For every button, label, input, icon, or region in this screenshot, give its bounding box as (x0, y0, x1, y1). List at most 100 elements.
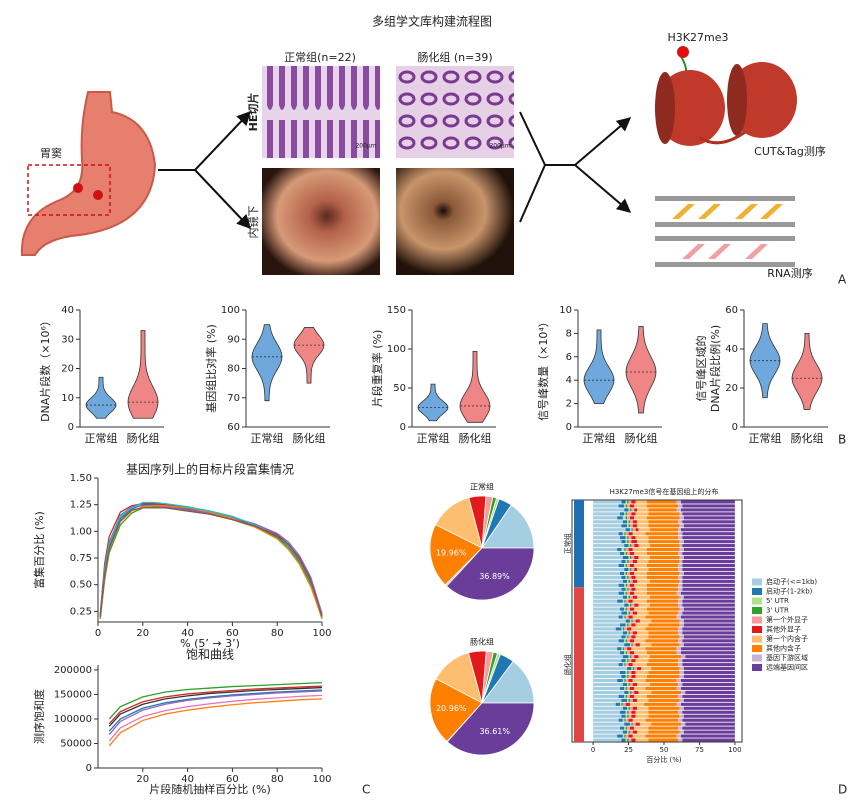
bar-segment (621, 659, 626, 663)
bar-segment (682, 532, 735, 536)
bar-segment (627, 587, 629, 591)
y-tick-label: 100 (221, 305, 240, 316)
bar-segment (621, 587, 626, 591)
y-tick-label: 50000 (60, 738, 92, 749)
bar-segment (615, 702, 621, 706)
bar-segment (618, 563, 625, 568)
bar-segment (629, 702, 645, 706)
bar-segment (593, 734, 618, 738)
bar-segment (628, 663, 633, 667)
bar-segment (679, 670, 684, 675)
bar-segment (646, 587, 679, 591)
bar-segment (631, 512, 636, 516)
bar-segment (618, 615, 623, 619)
bar-segment (625, 674, 628, 679)
y-tick-label: 8 (566, 328, 572, 339)
x-tick-label: 60 (226, 774, 239, 785)
violin (625, 325, 657, 414)
bar-segment (631, 500, 636, 504)
bar-segment (622, 678, 625, 683)
bar-segment (593, 726, 621, 730)
bar-segment (683, 730, 735, 734)
bar-segment (627, 536, 629, 540)
bar-segment (627, 706, 629, 710)
bar-segment (678, 694, 683, 698)
violin (749, 323, 781, 399)
bar-segment (593, 587, 622, 591)
bar-segment (628, 710, 632, 714)
bar-segment (618, 504, 625, 508)
bar-segment (632, 532, 646, 536)
bar-segment (678, 663, 683, 667)
violin (583, 329, 615, 404)
bar-segment (629, 591, 635, 595)
bar-segment (676, 734, 682, 738)
bar-segment (627, 540, 629, 544)
bar-segment (628, 559, 633, 564)
bar-segment (627, 647, 632, 651)
bar-segment (617, 678, 623, 683)
bar-segment (617, 599, 623, 603)
bar-segment (625, 575, 628, 579)
bar-segment (678, 563, 683, 568)
y-tick-label: 0 (86, 763, 92, 774)
bar-segment (682, 559, 735, 564)
x-tick-label: 80 (271, 628, 284, 639)
bar-segment (593, 698, 622, 702)
bar-segment (628, 718, 633, 722)
bar-segment (632, 595, 638, 599)
bar-segment (627, 520, 629, 524)
x-tick-label: 100 (312, 628, 331, 639)
bar-segment (617, 548, 622, 552)
bar-segment (681, 528, 735, 532)
pie-label: 36.61% (479, 727, 510, 736)
bar-segment (682, 504, 735, 508)
bar-segment (625, 718, 629, 722)
bar-segment (646, 591, 677, 595)
bar-segment (678, 532, 683, 536)
bar-segment (632, 722, 636, 726)
bar-segment (637, 595, 650, 599)
bar-segment (593, 714, 622, 718)
bar-segment (593, 659, 622, 663)
bar-segment (682, 726, 735, 730)
bar-segment (676, 508, 682, 512)
bar-segment (645, 734, 677, 738)
bar-segment (632, 599, 647, 603)
y-tick-label: 0 (400, 422, 406, 433)
y-tick-label: 40 (725, 344, 738, 355)
y-tick-label: 0.75 (70, 553, 92, 564)
bar-segment (631, 540, 638, 544)
bar-segment (631, 528, 633, 532)
pie-slice (446, 702, 535, 756)
bar-segment (637, 559, 649, 564)
arrow (194, 169, 251, 230)
x-tick-label: 25 (624, 746, 633, 754)
bar-segment (625, 702, 630, 706)
panel-label: C (362, 783, 370, 797)
bar-segment (593, 710, 621, 714)
bar-segment (628, 603, 630, 607)
bar-segment (624, 627, 628, 631)
bar-segment (627, 571, 630, 575)
y-axis-label: 信号峰数量（×10⁴） (537, 316, 550, 421)
y-tick-label: 0 (68, 422, 74, 433)
bar-segment (629, 508, 632, 512)
bar-segment (683, 698, 735, 702)
bar-segment (627, 583, 630, 587)
bar-segment (625, 714, 628, 718)
bar-segment (683, 714, 735, 718)
bar-segment (593, 575, 622, 579)
bar-segment (683, 706, 735, 710)
bar-segment (629, 730, 633, 734)
bar-segment (634, 690, 639, 694)
bar-segment (628, 508, 630, 512)
bar-segment (682, 631, 735, 635)
bar-segment (620, 670, 626, 675)
bar-segment (632, 579, 638, 583)
x-tick-label: 0 (591, 746, 595, 754)
bar-segment (620, 651, 625, 655)
bar-segment (637, 579, 650, 583)
bar-segment (679, 706, 684, 710)
bar-segment (678, 551, 683, 556)
